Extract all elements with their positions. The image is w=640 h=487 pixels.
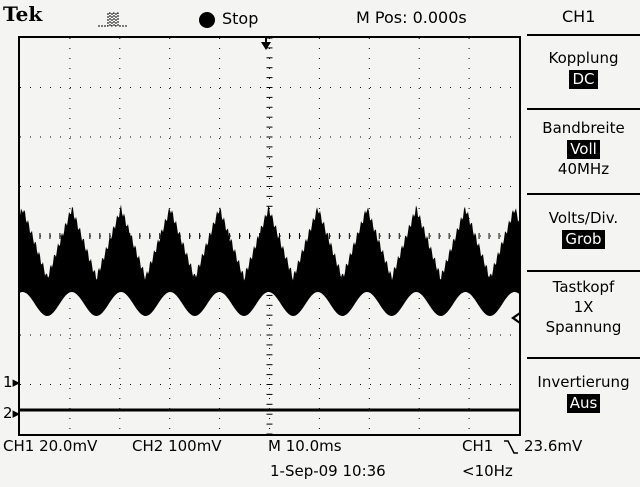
volts-div-label: Volts/Div. bbox=[548, 209, 619, 227]
menu-volts-div[interactable]: Volts/Div. Grob bbox=[527, 208, 640, 249]
kopplung-label: Kopplung bbox=[548, 49, 619, 67]
trigger-level: 23.6mV bbox=[524, 437, 583, 455]
volts-div-value: Grob bbox=[562, 230, 605, 249]
menu-tastkopf[interactable]: Tastkopf 1X Spannung bbox=[527, 277, 640, 337]
menu-bandbreite[interactable]: Bandbreite Voll 40MHz bbox=[527, 118, 640, 179]
ch1-ground-marker: 1▸ bbox=[3, 373, 21, 391]
run-state: Stop bbox=[222, 9, 259, 28]
waveform-display bbox=[20, 38, 519, 434]
menu-divider bbox=[527, 357, 640, 359]
tastkopf-label: Tastkopf bbox=[552, 278, 615, 296]
menu-divider bbox=[527, 270, 640, 272]
menu-divider bbox=[527, 193, 640, 195]
trigger-source: CH1 bbox=[462, 437, 494, 455]
menu-invertierung[interactable]: Invertierung Aus bbox=[527, 372, 640, 413]
ch2-ground-marker: 2▸ bbox=[3, 404, 21, 422]
bandbreite-extra: 40MHz bbox=[557, 160, 610, 178]
trigger-frequency: <10Hz bbox=[462, 462, 513, 480]
tastkopf-value: 1X bbox=[573, 298, 594, 316]
brand-logo: Tek bbox=[3, 2, 43, 26]
trigger-level-icon bbox=[511, 311, 521, 325]
trigger-pulse-icon bbox=[98, 12, 128, 27]
menu-divider bbox=[527, 34, 640, 36]
menu-title: CH1 bbox=[562, 7, 596, 26]
ch2-scale: CH2 100mV bbox=[132, 437, 222, 455]
horizontal-position: M Pos: 0.000s bbox=[356, 8, 467, 27]
graticule bbox=[18, 36, 521, 436]
falling-edge-icon bbox=[504, 440, 518, 454]
bandbreite-value: Voll bbox=[567, 140, 600, 159]
menu-kopplung[interactable]: Kopplung DC bbox=[527, 48, 640, 89]
bandbreite-label: Bandbreite bbox=[542, 119, 625, 137]
menu-divider bbox=[527, 108, 640, 110]
trigger-position-icon bbox=[261, 36, 271, 50]
ch1-waveform bbox=[20, 204, 519, 316]
stop-indicator-icon bbox=[199, 12, 215, 28]
kopplung-value: DC bbox=[569, 70, 598, 89]
timebase: M 10.0ms bbox=[268, 437, 342, 455]
ch1-scale: CH1 20.0mV bbox=[3, 437, 98, 455]
invertierung-value: Aus bbox=[566, 394, 601, 413]
date-time: 1-Sep-09 10:36 bbox=[270, 462, 386, 480]
invertierung-label: Invertierung bbox=[537, 373, 630, 391]
tastkopf-extra: Spannung bbox=[545, 318, 622, 336]
